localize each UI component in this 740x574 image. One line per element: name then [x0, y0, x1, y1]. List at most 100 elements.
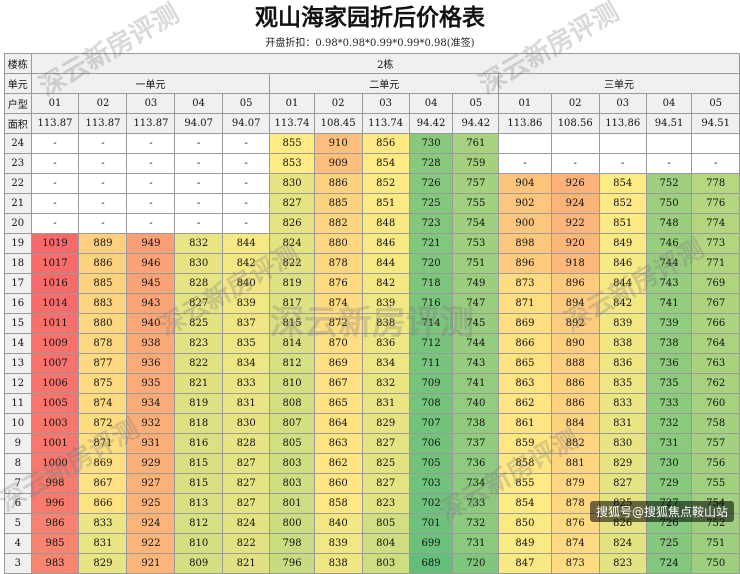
- price-table: 楼栋 2栋 单元 一单元 二单元 三单元 户型 01 02 03 04 05 01 02 03…: [4, 53, 740, 574]
- price-cell: 885: [313, 193, 363, 214]
- price-cell: 898: [498, 233, 552, 254]
- floor-row: 24- - - - -855 910 856 730 761: [4, 133, 740, 154]
- price-cell: 762: [691, 373, 740, 394]
- area-cell: 94.51: [645, 113, 693, 134]
- price-cell: 827: [269, 193, 315, 214]
- price-cell: 849: [498, 533, 552, 554]
- type-cell: 03: [361, 93, 410, 114]
- price-cell: 800: [269, 513, 315, 534]
- price-cell: 739: [645, 313, 693, 334]
- price-cell: 873: [498, 273, 552, 294]
- price-cell: 924: [126, 513, 176, 534]
- price-cell: 846: [598, 253, 647, 274]
- price-cell: 876: [313, 273, 363, 294]
- price-cell: 848: [361, 213, 410, 234]
- price-cell: 702: [408, 493, 454, 514]
- price-cell: 844: [598, 273, 647, 294]
- building-name: 2栋: [30, 53, 740, 74]
- price-cell: 854: [361, 153, 410, 174]
- floor-label: 6: [4, 493, 32, 514]
- price-cell: -: [221, 133, 271, 154]
- price-cell: 896: [498, 253, 552, 274]
- price-cell: 869: [498, 313, 552, 334]
- price-cell: 822: [221, 533, 271, 554]
- price-cell: 835: [221, 333, 271, 354]
- floor-label: 11: [4, 393, 32, 414]
- floor-label: 14: [4, 333, 32, 354]
- price-cell: 766: [691, 313, 740, 334]
- building-row: 楼栋 2栋: [4, 53, 740, 74]
- price-cell: 833: [221, 373, 271, 394]
- price-cell: -: [691, 153, 740, 174]
- price-cell: 711: [408, 353, 454, 374]
- floor-label: 15: [4, 313, 32, 334]
- price-cell: 699: [408, 533, 454, 554]
- price-cell: 819: [174, 393, 223, 414]
- price-cell: 878: [550, 493, 600, 514]
- price-cell: 709: [408, 373, 454, 394]
- price-cell: 836: [598, 353, 647, 374]
- price-cell: 821: [221, 553, 271, 574]
- price-cell: 1005: [30, 393, 80, 414]
- price-cell: 754: [452, 213, 500, 234]
- price-cell: 778: [691, 173, 740, 194]
- price-cell: 986: [30, 513, 80, 534]
- price-cell: 773: [691, 233, 740, 254]
- price-cell: 894: [550, 293, 600, 314]
- area-cell: 94.42: [408, 113, 454, 134]
- price-cell: 874: [550, 533, 600, 554]
- price-cell: 720: [452, 553, 500, 574]
- price-cell: 862: [498, 393, 552, 414]
- price-cell: 983: [30, 553, 80, 574]
- price-cell: 751: [452, 253, 500, 274]
- price-cell: 720: [408, 253, 454, 274]
- price-cell: 730: [408, 133, 454, 154]
- price-cell: -: [30, 213, 80, 234]
- price-cell: 750: [691, 553, 740, 574]
- floor-label: 17: [4, 273, 32, 294]
- price-cell: 738: [645, 333, 693, 354]
- floor-label: 13: [4, 353, 32, 374]
- price-cell: 881: [550, 453, 600, 474]
- price-cell: -: [126, 213, 176, 234]
- price-cell: 833: [598, 393, 647, 414]
- type-cell: 03: [126, 93, 176, 114]
- price-cell: 946: [126, 253, 176, 274]
- price-cell: 815: [174, 453, 223, 474]
- price-cell: 776: [691, 193, 740, 214]
- price-cell: 998: [30, 473, 80, 494]
- area-cell: 94.42: [452, 113, 500, 134]
- unit-3: 三单元: [498, 73, 740, 94]
- price-cell: 828: [174, 273, 223, 294]
- price-cell: 886: [550, 373, 600, 394]
- price-cell: 831: [221, 393, 271, 414]
- area-cell: 113.87: [78, 113, 128, 134]
- floor-label: 16: [4, 293, 32, 314]
- price-cell: 852: [598, 193, 647, 214]
- price-cell: 731: [645, 433, 693, 454]
- price-cell: 827: [221, 453, 271, 474]
- price-cell: 726: [408, 173, 454, 194]
- price-cell: 935: [126, 373, 176, 394]
- price-cell: 936: [126, 353, 176, 374]
- price-cell: 920: [550, 233, 600, 254]
- price-cell: 854: [498, 493, 552, 514]
- price-cell: 1001: [30, 433, 80, 454]
- price-cell: 744: [645, 253, 693, 274]
- price-cell: 1017: [30, 253, 80, 274]
- price-cell: 757: [691, 433, 740, 454]
- price-cell: -: [174, 193, 223, 214]
- area-cell: 113.86: [498, 113, 552, 134]
- price-cell: 829: [78, 553, 128, 574]
- price-cell: 824: [269, 233, 315, 254]
- price-cell: 902: [498, 193, 552, 214]
- price-cell: 855: [269, 133, 315, 154]
- price-cell: 815: [269, 313, 315, 334]
- price-cell: 863: [313, 433, 363, 454]
- price-cell: -: [221, 213, 271, 234]
- source-credit: 搜狐号@搜狐焦点鞍山站: [589, 501, 734, 522]
- floor-row: 21- - - - -827 885 851 725 755 902 924 852 750 776: [4, 193, 740, 214]
- price-cell: -: [126, 133, 176, 154]
- price-cell: 827: [598, 473, 647, 494]
- price-cell: 761: [452, 133, 500, 154]
